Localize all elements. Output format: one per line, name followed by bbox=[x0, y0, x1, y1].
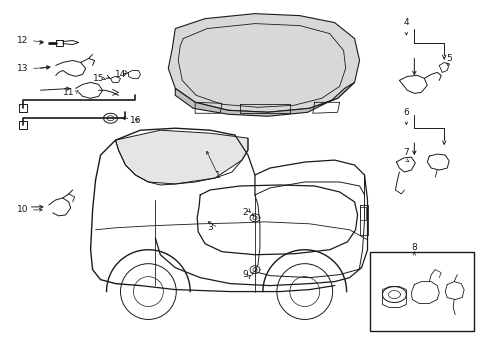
Text: 13: 13 bbox=[17, 64, 29, 73]
Text: 9: 9 bbox=[242, 270, 247, 279]
Polygon shape bbox=[115, 130, 247, 184]
Polygon shape bbox=[168, 14, 359, 112]
Text: 16: 16 bbox=[129, 116, 141, 125]
Bar bbox=[369, 252, 473, 332]
Text: 6: 6 bbox=[403, 108, 408, 117]
Text: 3: 3 bbox=[207, 223, 213, 232]
Text: 7: 7 bbox=[403, 148, 408, 157]
Text: 2: 2 bbox=[242, 208, 247, 217]
Text: 10: 10 bbox=[17, 206, 29, 215]
Text: 5: 5 bbox=[446, 54, 451, 63]
Text: 1: 1 bbox=[215, 171, 221, 180]
Polygon shape bbox=[175, 82, 354, 116]
Text: 4: 4 bbox=[403, 18, 408, 27]
Text: 14: 14 bbox=[115, 70, 126, 79]
Text: 15: 15 bbox=[93, 74, 104, 83]
Text: 8: 8 bbox=[410, 243, 416, 252]
Text: 11: 11 bbox=[63, 88, 74, 97]
Text: 12: 12 bbox=[17, 36, 28, 45]
